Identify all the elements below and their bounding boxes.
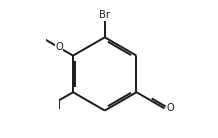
Text: Br: Br <box>99 10 110 20</box>
Text: O: O <box>167 103 174 113</box>
Text: I: I <box>58 101 60 112</box>
Text: O: O <box>55 42 63 52</box>
